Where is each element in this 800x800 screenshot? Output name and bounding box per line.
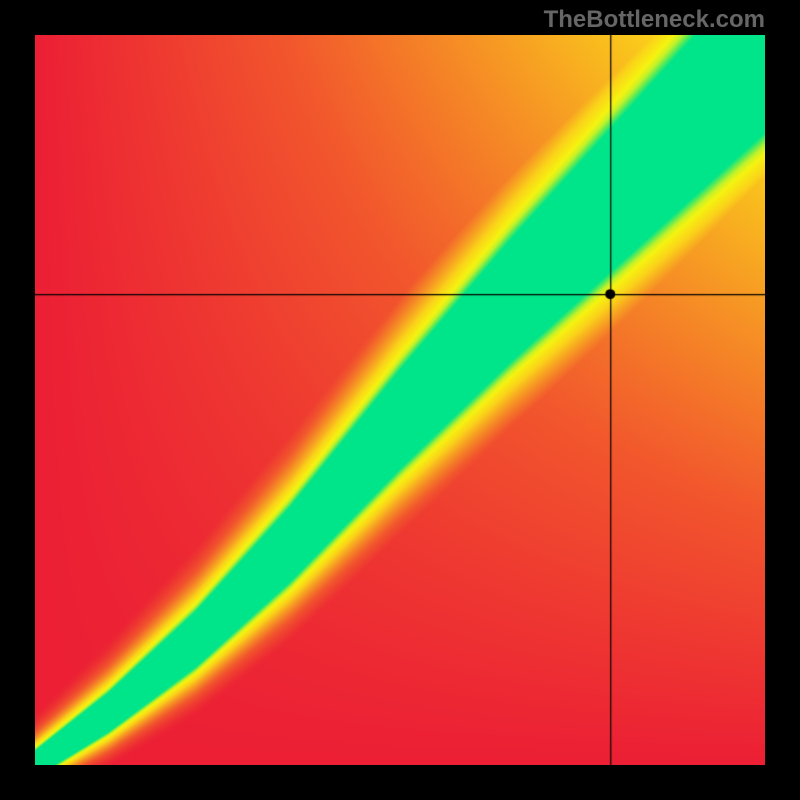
- chart-frame: TheBottleneck.com: [0, 0, 800, 800]
- bottleneck-heatmap: [35, 35, 765, 765]
- watermark-text: TheBottleneck.com: [544, 6, 765, 34]
